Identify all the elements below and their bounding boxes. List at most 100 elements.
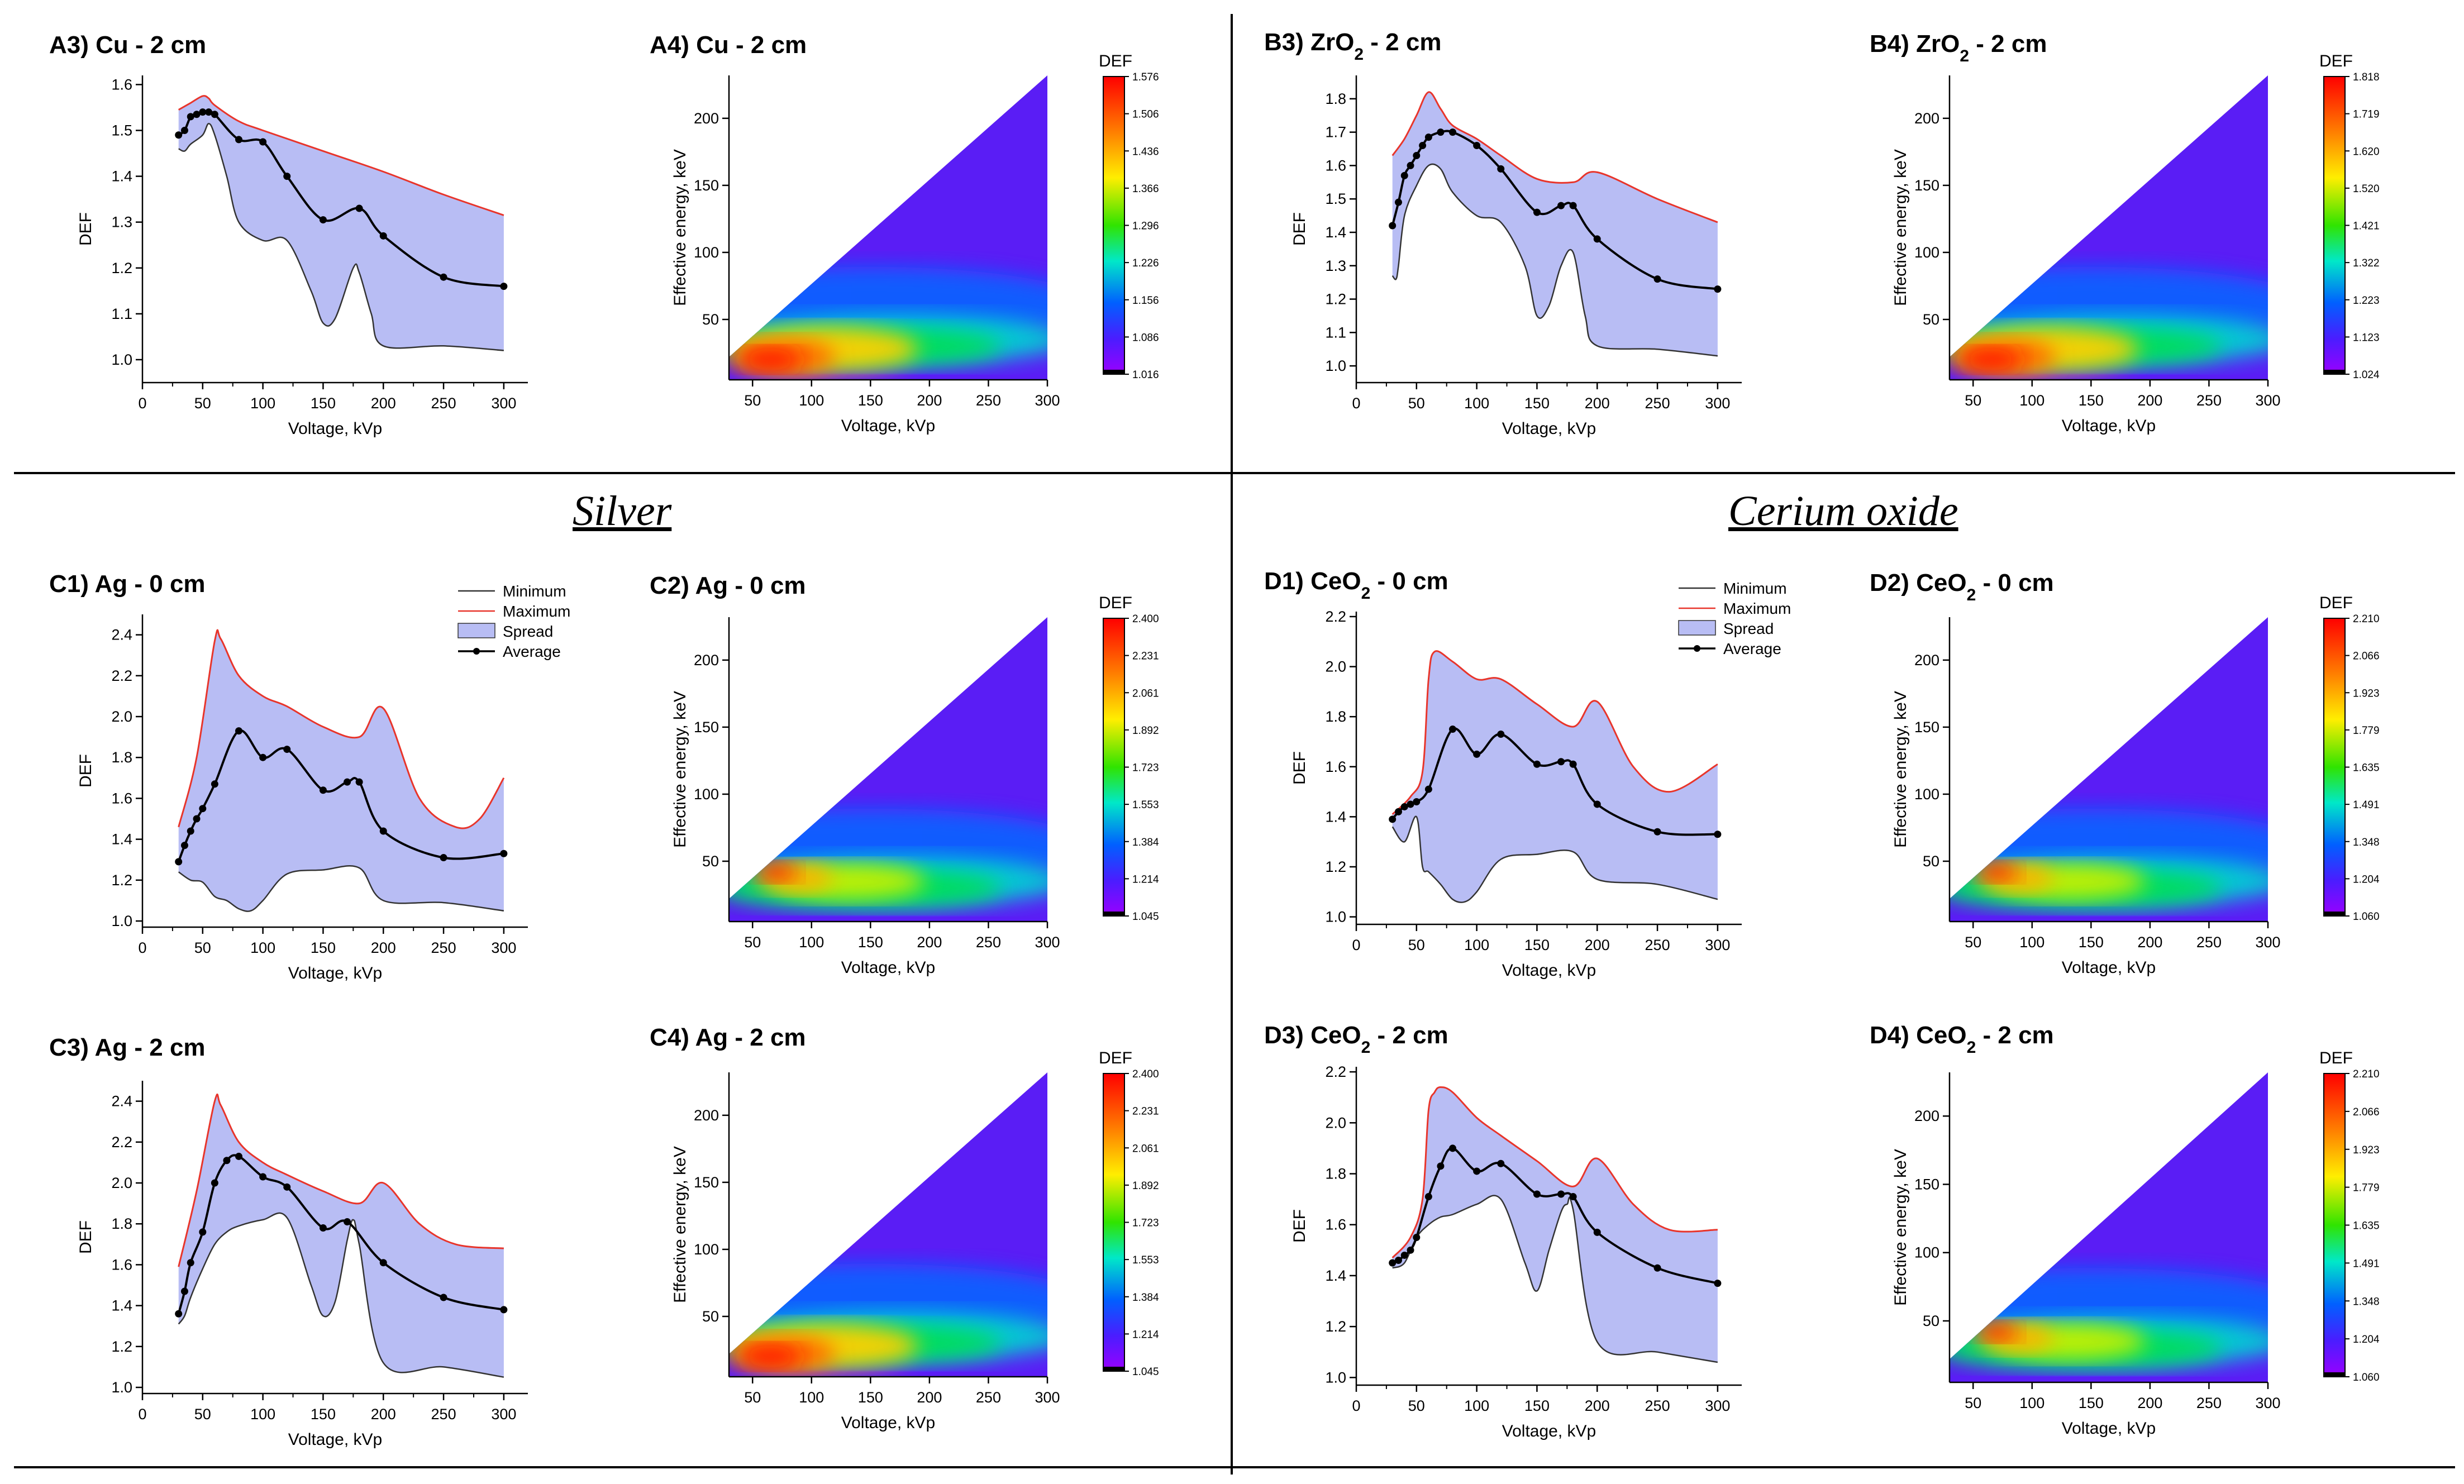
x-tick-label: 50: [744, 392, 761, 409]
x-tick-label: 150: [858, 1389, 883, 1406]
y-tick-label: 1.4: [1325, 1267, 1346, 1284]
y-tick-label: 50: [702, 853, 719, 870]
colorbar-tick-label: 1.322: [2353, 257, 2380, 269]
legend-swatch-spread: [1678, 620, 1716, 636]
x-tick-label: 200: [1585, 395, 1610, 412]
x-axis-label: Voltage, kVp: [841, 958, 935, 977]
x-tick-label: 100: [2019, 1395, 2044, 1411]
x-tick-label: 100: [799, 1389, 824, 1406]
y-tick-label: 2.2: [111, 1134, 132, 1151]
colorbar-tick-label: 2.400: [1132, 613, 1159, 625]
y-tick-label: 1.4: [1325, 224, 1346, 241]
x-tick-label: 150: [1524, 937, 1550, 953]
maximum-line: [1391, 650, 1718, 815]
x-tick-label: 50: [194, 395, 211, 412]
average-point: [1389, 222, 1397, 230]
minimum-line: [1391, 163, 1718, 357]
y-tick-label: 100: [1914, 244, 1939, 261]
x-tick-label: 250: [2196, 392, 2222, 409]
colorbar-underflow: [2324, 1372, 2345, 1377]
y-tick-label: 1.7: [1325, 124, 1346, 141]
colorbar-tick-label: 2.066: [2353, 651, 2380, 662]
average-point: [1569, 760, 1577, 768]
y-tick-label: 1.0: [111, 1379, 132, 1396]
average-point: [1593, 1228, 1601, 1236]
average-point: [500, 850, 508, 857]
y-tick-label: 1.0: [1325, 909, 1346, 925]
y-tick-label: 100: [694, 1241, 719, 1258]
chart-title: C4) Ag - 2 cm: [650, 1024, 806, 1051]
colorbar-tick-label: 1.491: [2353, 1258, 2380, 1270]
y-tick-label: 50: [1923, 1313, 1939, 1329]
y-axis-label: DEF: [77, 1220, 95, 1254]
x-tick-label: 100: [1464, 395, 1489, 412]
x-tick-label: 300: [1705, 1397, 1730, 1414]
colorbar-label: DEF: [1099, 594, 1132, 612]
y-tick-label: 100: [1914, 1244, 1939, 1261]
colorbar-tick-label: 1.576: [1132, 71, 1159, 83]
x-axis-label: Voltage, kVp: [2062, 958, 2156, 977]
colorbar-tick-label: 1.892: [1132, 1180, 1159, 1192]
x-tick-label: 150: [311, 939, 336, 956]
x-tick-label: 250: [431, 939, 456, 956]
line-chart-4: C1) Ag - 0 cm 0 50 100 150 200 250 300 1.0 1.2 1.4…: [49, 570, 528, 982]
x-tick-label: 200: [917, 392, 942, 409]
x-tick-label: 100: [250, 939, 275, 956]
line-chart-10: D3) CeO2 - 2 cm 0 50 100 150 200 250 300 1.0 1.2 1…: [1264, 1022, 1742, 1440]
colorbar-tick-label: 1.348: [2353, 1296, 2380, 1308]
colorbar-tick-label: 1.506: [1132, 109, 1159, 121]
average-point: [235, 136, 242, 144]
x-tick-label: 150: [1524, 1397, 1550, 1414]
average-point: [500, 283, 508, 290]
heatmap-chart-5: C2) Ag - 0 cm 50 100 150 200 250 300 50 100 150 20…: [650, 572, 1159, 977]
average-point: [259, 1173, 267, 1181]
colorbar-tick-label: 2.400: [1132, 1068, 1159, 1080]
average-point: [1394, 198, 1402, 206]
colorbar-tick-label: 1.520: [2353, 183, 2380, 195]
x-tick-label: 250: [2196, 934, 2222, 951]
average-point: [1714, 831, 1722, 838]
x-tick-label: 0: [138, 1406, 146, 1423]
colorbar-tick-label: 1.060: [2353, 911, 2380, 923]
x-tick-label: 0: [1352, 937, 1360, 953]
y-tick-label: 2.2: [111, 667, 132, 684]
x-tick-label: 50: [1965, 392, 1981, 409]
y-tick-label: 200: [694, 1107, 719, 1124]
chart-title: A3) Cu - 2 cm: [49, 31, 206, 59]
spread-area: [1392, 651, 1718, 903]
x-axis-label: Voltage, kVp: [2062, 1419, 2156, 1438]
average-point: [1557, 202, 1565, 209]
colorbar-label: DEF: [2319, 594, 2353, 612]
x-axis-label: Voltage, kVp: [288, 964, 382, 982]
maximum-line: [178, 629, 505, 829]
x-tick-label: 300: [491, 1406, 516, 1423]
heatmap-chart-11: D4) CeO2 - 2 cm 50 100 150 200 250 300 50 100 150…: [1870, 1022, 2380, 1438]
colorbar-tick-label: 1.024: [2353, 369, 2380, 381]
average-point: [1437, 1162, 1445, 1170]
y-tick-label: 1.6: [1325, 157, 1346, 174]
maximum-line: [1391, 1086, 1718, 1259]
colorbar-label: DEF: [1099, 52, 1132, 70]
y-tick-label: 1.4: [111, 168, 132, 185]
average-point: [1413, 151, 1421, 159]
average-point: [1653, 828, 1661, 836]
colorbar-tick-label: 1.620: [2353, 146, 2380, 158]
minimum-line: [178, 1212, 504, 1378]
y-tick-label: 1.0: [1325, 357, 1346, 374]
y-tick-label: 50: [1923, 311, 1939, 328]
x-tick-label: 150: [858, 392, 883, 409]
y-tick-label: 150: [1914, 1176, 1939, 1192]
average-point: [1424, 785, 1432, 793]
x-tick-label: 100: [799, 392, 824, 409]
minimum-line: [1391, 815, 1718, 903]
x-tick-label: 250: [1645, 937, 1670, 953]
maximum-line: [1391, 91, 1718, 223]
average-point: [440, 273, 447, 281]
average-point: [1569, 202, 1577, 209]
average-point: [1569, 1193, 1577, 1201]
colorbar-tick-label: 1.723: [1132, 1218, 1159, 1229]
y-tick-label: 1.0: [111, 913, 132, 929]
colorbar: [2323, 618, 2346, 917]
average-point: [1557, 1190, 1565, 1198]
average-point: [319, 786, 327, 794]
